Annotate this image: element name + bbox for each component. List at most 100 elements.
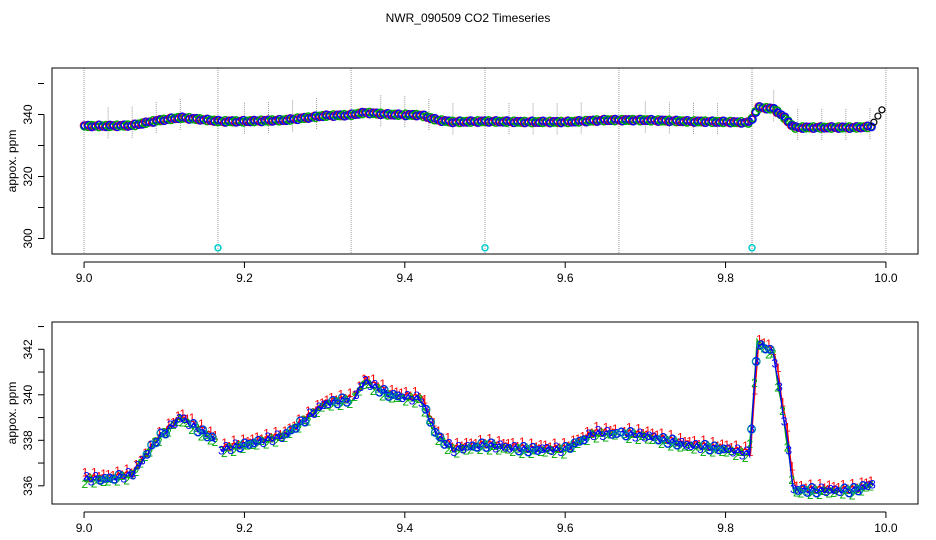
data-point <box>748 115 757 124</box>
series-marker: 3 <box>111 472 118 486</box>
series-marker: 3 <box>158 426 165 440</box>
x-tick-label: 9.2 <box>236 521 253 535</box>
series-marker: 2 <box>230 445 237 459</box>
circle-marker <box>533 446 543 456</box>
x-tick-label: 9.4 <box>396 271 413 285</box>
series-marker: 2 <box>728 444 735 458</box>
series-marker: 1 <box>584 425 591 439</box>
series-marker: 3 <box>311 407 318 421</box>
series-marker: 3 <box>120 472 127 486</box>
x-tick-label: 9.0 <box>76 271 93 285</box>
bottom-plot-frame <box>51 321 919 505</box>
series-marker: 2 <box>547 443 554 457</box>
series-marker: 3 <box>148 438 155 452</box>
circle-marker <box>142 449 152 459</box>
series-marker: 3 <box>534 444 541 458</box>
series-marker: 1 <box>403 384 410 398</box>
series-marker: 3 <box>823 485 830 499</box>
series-marker: 1 <box>365 373 372 387</box>
series-marker: 3 <box>864 479 871 493</box>
circle-marker <box>760 344 770 354</box>
series-marker: 1 <box>817 477 824 491</box>
series-marker: 3 <box>83 469 90 483</box>
series-marker: 3 <box>437 430 444 444</box>
circle-marker <box>607 429 617 439</box>
series-marker: 1 <box>361 372 368 386</box>
series-marker: 3 <box>125 466 132 480</box>
series-marker: 3 <box>330 394 337 408</box>
series-marker: 3 <box>785 443 792 457</box>
series-marker: 2 <box>714 442 721 456</box>
series-marker: 1 <box>296 412 303 426</box>
series-marker: 3 <box>520 440 527 454</box>
series-marker: 3 <box>255 433 262 447</box>
series-marker: 3 <box>590 429 597 443</box>
series-marker: 1 <box>784 421 791 435</box>
series-marker: 2 <box>142 450 149 464</box>
circle-marker <box>793 486 803 496</box>
series-marker: 3 <box>92 470 99 484</box>
series-marker: 3 <box>711 439 718 453</box>
series-marker: 1 <box>654 428 661 442</box>
x-tick-label: 9.4 <box>396 521 413 535</box>
series-marker: 3 <box>781 414 788 428</box>
series-marker: 3 <box>809 481 816 495</box>
series-marker: 3 <box>678 436 685 450</box>
x-tick-label: 9.6 <box>557 271 574 285</box>
series-marker: 3 <box>171 417 178 431</box>
outlier-point <box>878 106 886 114</box>
series-marker: 3 <box>674 438 681 452</box>
series-marker: 3 <box>209 430 216 444</box>
series-marker: 3 <box>716 443 723 457</box>
circle-marker <box>333 399 343 409</box>
series-marker: 2 <box>495 443 502 457</box>
series-marker: 2 <box>840 488 847 502</box>
series-marker: 2 <box>402 394 409 408</box>
series-marker: 1 <box>226 439 233 453</box>
series-marker: 1 <box>868 474 875 488</box>
series-marker: 2 <box>653 432 660 446</box>
series-marker: 3 <box>260 436 267 450</box>
series-marker: 3 <box>381 383 388 397</box>
series-marker: 3 <box>478 436 485 450</box>
top-plot-frame <box>51 67 919 255</box>
series-marker: 2 <box>430 425 437 439</box>
series-marker: 2 <box>607 428 614 442</box>
series-marker: 3 <box>469 439 476 453</box>
series-marker: 2 <box>760 342 767 356</box>
series-marker: 3 <box>660 431 667 445</box>
series-marker: 3 <box>288 423 295 437</box>
circle-marker <box>337 393 347 403</box>
series-marker: 1 <box>454 435 461 449</box>
series-marker: 2 <box>179 415 186 429</box>
series-marker: 1 <box>789 460 796 474</box>
series-marker: 1 <box>682 434 689 448</box>
circle-marker <box>719 444 729 454</box>
series-marker: 1 <box>175 409 182 423</box>
circle-marker <box>300 417 310 427</box>
top-x-axis: 9.0 9.2 9.4 9.6 9.8 10.0 <box>76 261 898 285</box>
series-marker: 3 <box>762 342 769 356</box>
series-marker: 3 <box>599 429 606 443</box>
circle-marker <box>426 417 436 427</box>
circle-marker <box>658 433 668 443</box>
series-marker: 1 <box>147 438 154 452</box>
series-marker: 1 <box>184 412 191 426</box>
series-marker: 3 <box>427 415 434 429</box>
circle-marker <box>188 419 198 429</box>
series-marker: 3 <box>139 453 146 467</box>
series-marker: 3 <box>725 442 732 456</box>
series-marker: 1 <box>286 421 293 435</box>
series-marker: 3 <box>799 482 806 496</box>
series-marker: 3 <box>413 389 420 403</box>
series-marker: 3 <box>767 342 774 356</box>
series-marker: 3 <box>502 440 509 454</box>
series-marker: 3 <box>664 437 671 451</box>
series-marker: 2 <box>81 477 88 491</box>
series-marker: 2 <box>640 429 647 443</box>
series-marker: 3 <box>618 425 625 439</box>
series-marker: 3 <box>181 412 188 426</box>
series-marker: 3 <box>655 433 662 447</box>
series-marker: 2 <box>133 465 140 479</box>
series-marker: 1 <box>742 439 749 453</box>
